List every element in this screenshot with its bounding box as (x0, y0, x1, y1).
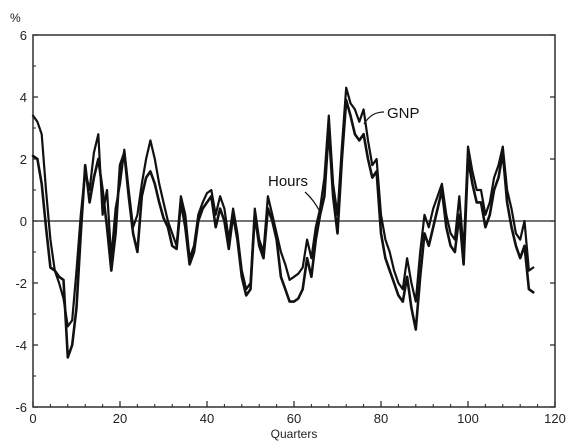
y-tick-label: 2 (20, 152, 27, 167)
y-tick-label: 6 (20, 28, 27, 43)
x-tick-label: 20 (113, 411, 127, 426)
y-tick-label: 0 (20, 214, 27, 229)
gnp-annotation-label: GNP (387, 105, 420, 122)
y-axis: 6 4 2 0 -2 -4 -6 (15, 28, 555, 415)
hours-annotation-label: Hours (268, 173, 308, 190)
x-tick-label: 120 (544, 411, 566, 426)
x-tick-label: 80 (374, 411, 388, 426)
x-tick-label: 40 (200, 411, 214, 426)
y-axis-label: % (10, 11, 21, 25)
y-tick-label: -2 (15, 276, 27, 291)
series-line-gnp (31, 86, 535, 328)
series-line-hours (31, 98, 535, 359)
series-layer (31, 86, 535, 359)
x-axis: 0 20 40 60 80 100 120 (29, 401, 566, 426)
gnp-annotation-leader (363, 111, 385, 125)
hours-annotation-leader (304, 191, 321, 213)
y-tick-label: -6 (15, 400, 27, 415)
plot-frame (32, 34, 556, 408)
x-tick-label: 60 (287, 411, 301, 426)
x-tick-label: 0 (29, 411, 36, 426)
y-tick-label: -4 (15, 338, 27, 353)
y-tick-label: 4 (20, 90, 27, 105)
annotation-layer: GNP Hours (268, 105, 420, 213)
x-tick-label: 100 (457, 411, 479, 426)
x-axis-label: Quarters (271, 427, 318, 441)
